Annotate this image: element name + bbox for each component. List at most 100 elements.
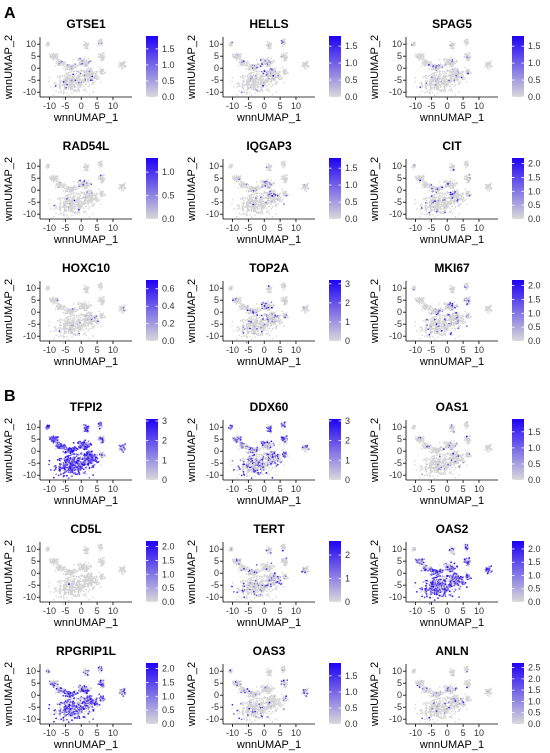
cell-point (63, 79, 66, 81)
cell-point (281, 188, 283, 191)
cell-point (304, 185, 307, 187)
cell-point (82, 181, 85, 184)
cell-point (465, 54, 468, 57)
cell-point (238, 60, 241, 63)
cell-point (92, 83, 95, 85)
cell-point (71, 76, 74, 79)
cell-point (234, 176, 237, 178)
cell-point (257, 88, 259, 91)
cell-point (446, 59, 449, 61)
cell-point (269, 69, 271, 72)
cell-point (260, 199, 263, 201)
cell-point (412, 164, 414, 167)
cell-point (436, 79, 439, 82)
cell-point (444, 78, 447, 80)
cell-point (419, 93, 421, 96)
cell-point (71, 210, 74, 213)
cell-point (258, 192, 261, 195)
legend-tick-label: 0.5 (162, 191, 175, 201)
cell-point (59, 202, 61, 204)
cell-point (451, 44, 454, 46)
cell-point (88, 73, 91, 75)
cell-point (239, 207, 241, 209)
cell-point (256, 70, 258, 72)
cell-point (456, 69, 458, 71)
cell-point (74, 86, 77, 88)
cell-point (416, 175, 419, 177)
cell-point (76, 81, 78, 84)
cell-point (245, 67, 248, 70)
cell-point (426, 91, 429, 94)
cell-point (282, 190, 285, 193)
cell-point (431, 68, 433, 70)
cell-point (87, 169, 89, 171)
cell-point (101, 56, 104, 58)
cell-point (241, 83, 243, 85)
cell-point (60, 63, 62, 65)
cell-point (84, 43, 86, 46)
cell-point (80, 200, 82, 202)
x-tick-label: 10 (291, 223, 301, 233)
cell-point (428, 64, 430, 66)
feature-plot-gtse1: GTSE1-10 -5 0 5 101050-5-10wnnUMAP_1wnnUMAP_… (3, 17, 175, 124)
cell-point (83, 89, 86, 91)
cell-point (120, 187, 122, 189)
cell-point (75, 64, 77, 67)
cell-point (50, 175, 53, 177)
cell-point (85, 187, 88, 189)
cell-point (236, 215, 238, 218)
cell-point (231, 199, 234, 201)
cell-point (90, 193, 92, 195)
cell-point (66, 83, 68, 86)
cell-point (268, 41, 270, 43)
cell-point (248, 200, 250, 203)
cell-point (424, 84, 427, 87)
cell-point (238, 182, 241, 185)
cell-point (464, 66, 466, 69)
cell-point (71, 88, 74, 91)
cell-point (283, 81, 285, 83)
cell-point (270, 196, 272, 198)
cell-point (70, 201, 73, 204)
cell-point (257, 73, 259, 76)
cell-point (101, 72, 103, 75)
cell-point (446, 75, 448, 78)
cell-point (256, 197, 259, 199)
cell-point (88, 200, 91, 202)
cell-point (245, 97, 248, 100)
cell-point (428, 89, 431, 92)
y-tick-label: 10 (209, 39, 219, 49)
cell-point (93, 80, 96, 83)
cell-point (235, 52, 238, 55)
cell-point (77, 83, 80, 86)
cell-point (429, 74, 431, 77)
cell-point (104, 72, 106, 75)
cell-point (438, 59, 441, 61)
cell-point (81, 79, 83, 82)
legend-tick-label: 1.0 (528, 58, 541, 68)
cell-point (118, 61, 121, 64)
cell-point (74, 66, 77, 68)
cell-point (432, 91, 434, 94)
cell-point (238, 83, 240, 86)
cell-point (84, 62, 87, 65)
cell-point (235, 179, 237, 181)
cell-point (58, 63, 60, 66)
cell-point (444, 90, 447, 92)
cell-point (79, 179, 81, 182)
cell-point (70, 79, 73, 82)
color-bar (146, 158, 158, 219)
cell-point (253, 188, 256, 190)
cell-point (95, 195, 97, 198)
cell-point (450, 56, 452, 59)
cell-point (86, 69, 88, 72)
cell-point (85, 193, 88, 196)
cell-point (424, 83, 426, 85)
cell-point (97, 200, 100, 202)
cell-point (484, 66, 486, 68)
cell-point (267, 199, 269, 202)
cell-point (413, 166, 415, 169)
cell-point (267, 87, 270, 90)
cell-point (103, 56, 106, 59)
cell-point (261, 59, 263, 62)
